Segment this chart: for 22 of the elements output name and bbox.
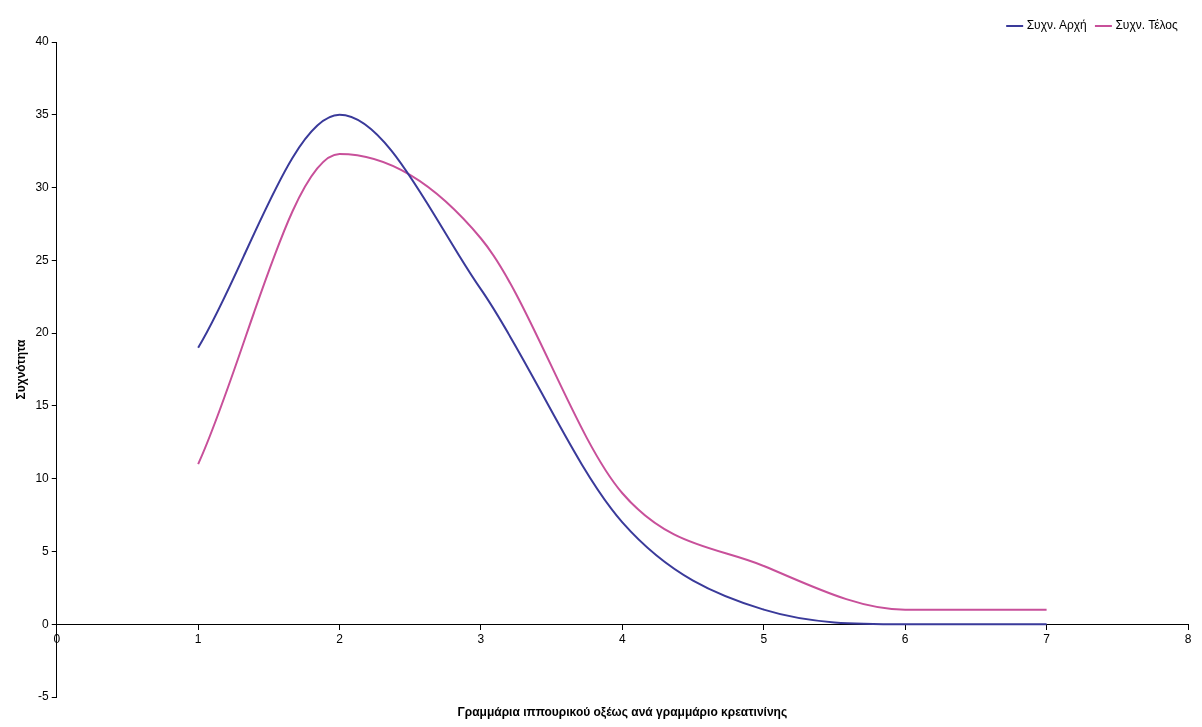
x-axis-title: Γραμμάρια ιππουρικού οξέως ανά γραμμάριο κρεατινίνης xyxy=(457,705,788,720)
y-tick-label: 40 xyxy=(35,34,50,49)
y-tick-label: 30 xyxy=(35,179,50,194)
x-tick-label: 7 xyxy=(1043,631,1051,646)
y-tick-label: 25 xyxy=(35,252,50,267)
x-tick-label: 1 xyxy=(194,631,202,646)
y-axis-title: Συχνότητα xyxy=(13,338,28,400)
y-tick-label: 5 xyxy=(42,543,50,558)
legend-label: Συχν. Αρχή xyxy=(1026,18,1087,33)
y-tick-label: 20 xyxy=(35,325,50,340)
x-tick-label: 6 xyxy=(901,631,909,646)
y-tick-label: 35 xyxy=(35,107,50,122)
y-tick-label: 15 xyxy=(35,398,50,413)
x-tick-label: 8 xyxy=(1184,631,1192,646)
x-tick-label: 5 xyxy=(760,631,768,646)
y-tick-label: 0 xyxy=(42,616,50,631)
y-tick-label: -5 xyxy=(38,689,50,704)
y-tick-label: 10 xyxy=(35,470,50,485)
legend-label: Συχν. Τέλος xyxy=(1115,18,1178,33)
x-tick-label: 4 xyxy=(619,631,627,646)
x-tick-label: 2 xyxy=(336,631,344,646)
x-tick-label: 3 xyxy=(477,631,485,646)
